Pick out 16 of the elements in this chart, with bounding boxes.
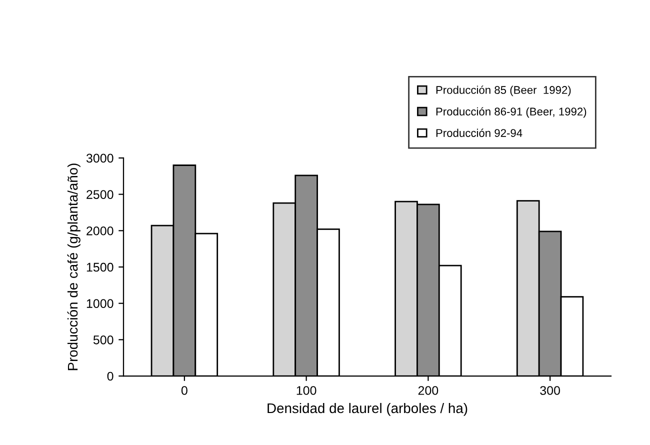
- x-tick-label: 100: [296, 386, 316, 395]
- y-tick-label: 3000: [86, 154, 114, 163]
- legend-label: Producción 92-94: [436, 128, 522, 137]
- y-tick-label: 1500: [86, 262, 114, 272]
- legend-label: Producción 86-91 (Beer, 1992): [436, 107, 586, 118]
- y-tick-label: 2000: [86, 226, 114, 236]
- y-tick-label: 1000: [86, 299, 114, 308]
- y-tick-label: 0: [107, 372, 114, 381]
- y-tick-label: 500: [93, 335, 114, 344]
- x-axis-title: Densidad de laurel (arboles / ha): [268, 402, 468, 416]
- y-tick-label: 2500: [86, 190, 114, 199]
- y-axis-title: Producción de café (g/planta/año): [67, 164, 80, 370]
- x-tick-label: 200: [418, 386, 438, 395]
- x-tick-label: 0: [181, 386, 188, 395]
- legend-label: Producción 85 (Beer 1992): [436, 86, 571, 96]
- x-tick-label: 300: [540, 386, 560, 395]
